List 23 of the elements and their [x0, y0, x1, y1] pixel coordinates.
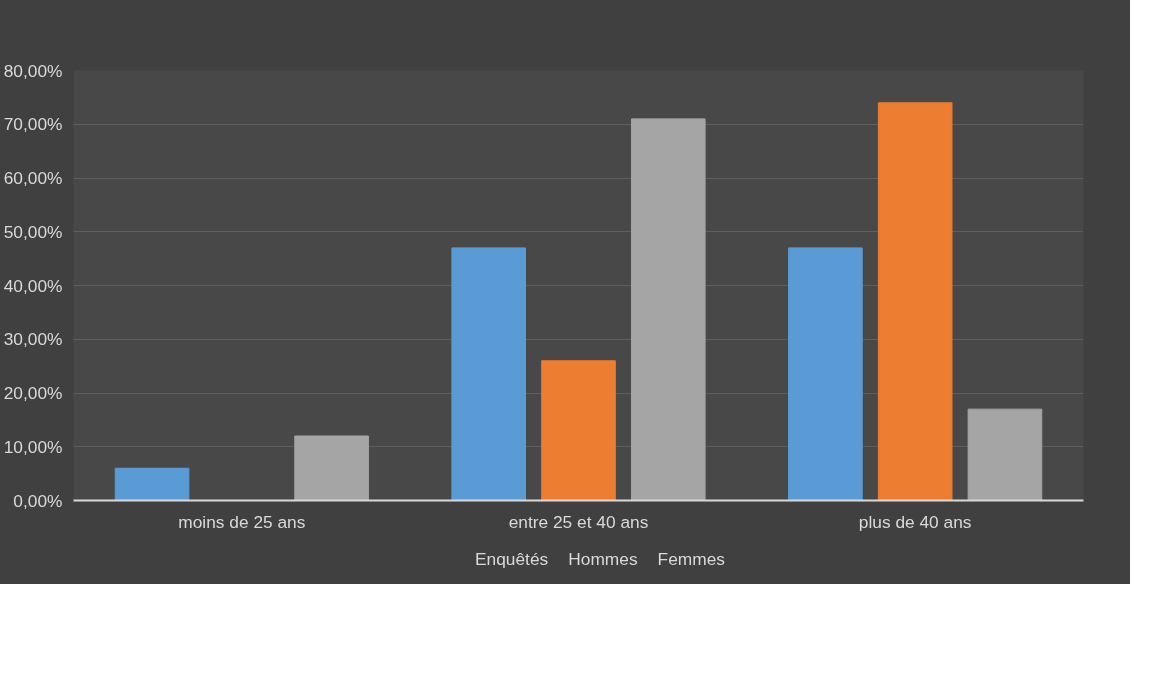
y-tick-label: 50,00%	[3, 221, 63, 242]
y-tick-label: 60,00%	[3, 168, 63, 188]
y-tick-label: 30,00%	[3, 329, 63, 350]
text: Femmes	[657, 548, 725, 570]
bar	[630, 118, 706, 501]
bar	[967, 408, 1043, 501]
x-tick-label: moins de 25 ans	[178, 511, 306, 532]
y-tick-label: 20,00%	[3, 383, 63, 403]
y-tick-label: 10,00%	[3, 436, 63, 457]
text: Hommes	[568, 548, 638, 570]
y-tick-label: 40,00%	[3, 275, 63, 296]
bar	[114, 467, 190, 501]
bar	[788, 247, 863, 501]
bar	[294, 435, 369, 501]
text: Enquêtés	[475, 548, 549, 570]
x-tick-label: entre 25 et 40 ans	[508, 511, 649, 532]
y-tick-label: 70,00%	[3, 114, 63, 135]
bar	[877, 102, 953, 501]
y-tick-label: 0,00%	[13, 490, 63, 511]
x-tick-label: plus de 40 ans	[858, 511, 972, 532]
bar	[541, 360, 616, 501]
y-tick-label: 80,00%	[3, 60, 63, 81]
bar	[451, 247, 527, 501]
